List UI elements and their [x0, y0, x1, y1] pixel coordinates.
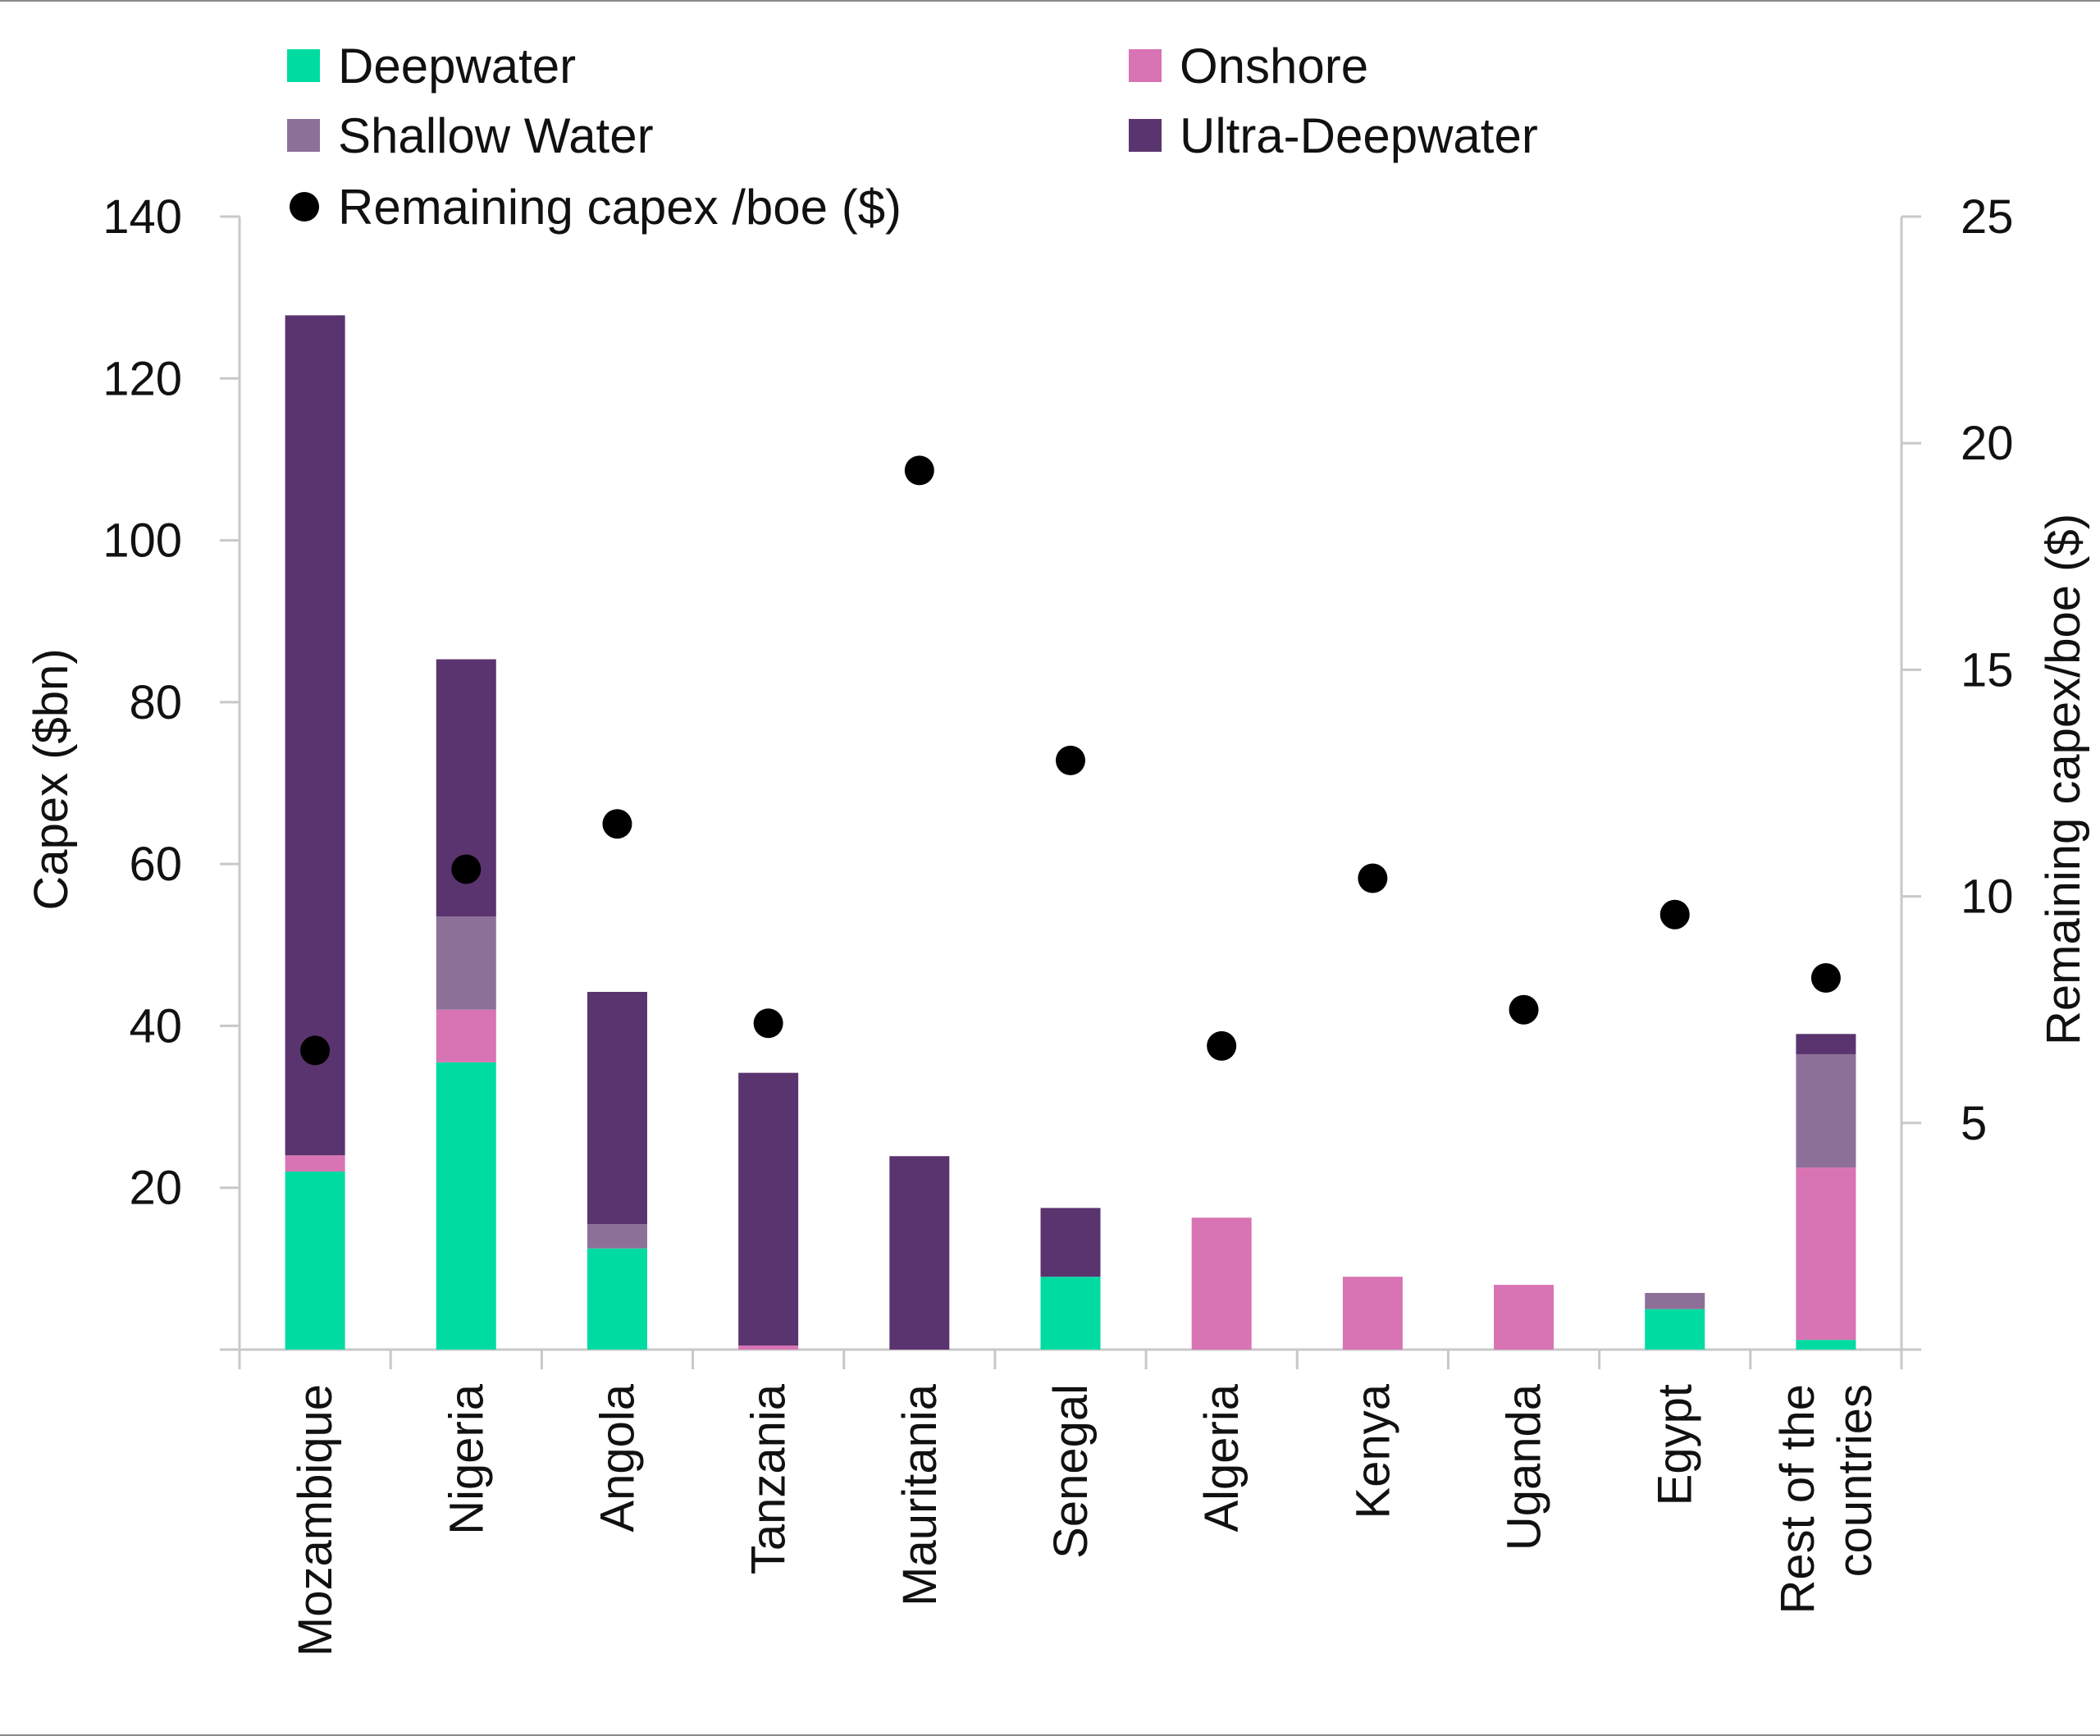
bar-onshore-kenya: [1342, 1277, 1403, 1350]
y-axis-title: Capex ($bn): [25, 648, 78, 910]
bar-ultra-deepwater-mauritania: [889, 1156, 950, 1350]
bar-onshore-mozambique: [285, 1155, 345, 1172]
capex-per-boe-point: [1810, 963, 1841, 994]
legend-dot-remaining-capex: [290, 192, 319, 222]
category-label: Senegal: [1044, 1384, 1098, 1559]
y2-tick-label: 15: [1961, 643, 2014, 697]
capex-per-boe-point: [300, 1035, 331, 1066]
y2-tick-label: 20: [1961, 417, 2014, 470]
capex-per-boe-point: [904, 455, 934, 486]
capex-per-boe-point: [1358, 863, 1388, 893]
category-label: Kenya: [1346, 1383, 1399, 1519]
category-label: Uganda: [1498, 1383, 1551, 1551]
category-label: Algeria: [1195, 1383, 1249, 1532]
y2-tick-label: 10: [1961, 870, 2014, 924]
bar-ultra-deepwater-rest-of-the-countries: [1796, 1034, 1856, 1054]
y-tick-label: 20: [129, 1162, 182, 1215]
bar-onshore-tanzania: [738, 1345, 799, 1350]
legend-label: Shallow Water: [338, 108, 654, 163]
bar-deepwater-angola: [587, 1248, 647, 1350]
bar-shallow-water-egypt: [1645, 1292, 1705, 1309]
category-label: Rest of the: [1771, 1384, 1824, 1614]
labels-layer: 20 40 60 80 100 120 140 5 10 15 20 25 Capex ($bn) Rem…: [25, 190, 2090, 1656]
y-tick-label: 120: [103, 352, 182, 405]
legend-swatch-ultra-deepwater: [1129, 119, 1162, 152]
y-tick-label: 140: [103, 190, 182, 244]
category-label: countries: [1828, 1384, 1882, 1577]
y2-axis-title: Remaining capex/boe ($): [2037, 514, 2090, 1045]
capex-per-boe-point: [1509, 994, 1539, 1025]
legend-swatch-shallow-water: [287, 119, 320, 152]
bars-layer: [285, 315, 1856, 1350]
category-label: Tanzania: [742, 1383, 796, 1574]
bar-deepwater-egypt: [1645, 1309, 1705, 1350]
category-label: Mauritania: [893, 1383, 947, 1606]
legend-label: Onshore: [1180, 39, 1368, 94]
points-layer: [300, 455, 1841, 1066]
category-label: Angola: [591, 1383, 644, 1532]
legend-swatch-deepwater: [287, 49, 320, 82]
bar-shallow-water-nigeria: [436, 916, 496, 1010]
y2-tick-label: 5: [1961, 1097, 1987, 1150]
legend-swatch-onshore: [1129, 49, 1162, 82]
bar-deepwater-mozambique: [285, 1171, 345, 1350]
capex-per-boe-point: [1056, 745, 1085, 775]
bar-ultra-deepwater-tanzania: [738, 1072, 799, 1346]
y-tick-label: 40: [129, 999, 182, 1053]
bar-onshore-rest-of-the-countries: [1796, 1167, 1856, 1341]
capex-per-boe-point: [1207, 1030, 1237, 1061]
y-tick-label: 60: [129, 838, 182, 891]
legend-label: Ultra-Deepwater: [1180, 108, 1538, 163]
capex-per-boe-point: [753, 1008, 783, 1039]
legend-label: Remaining capex /boe ($): [338, 180, 902, 235]
bar-onshore-nigeria: [436, 1009, 496, 1062]
bar-onshore-uganda: [1494, 1285, 1554, 1350]
bar-deepwater-nigeria: [436, 1062, 496, 1350]
bar-onshore-algeria: [1191, 1217, 1252, 1350]
bar-shallow-water-rest-of-the-countries: [1796, 1053, 1856, 1168]
legend-label: Deepwater: [338, 39, 576, 94]
capex-per-boe-point: [1659, 899, 1690, 930]
bar-deepwater-senegal: [1040, 1277, 1101, 1350]
bar-ultra-deepwater-angola: [587, 991, 647, 1225]
bar-ultra-deepwater-mozambique: [285, 315, 345, 1156]
category-label: Egypt: [1649, 1384, 1702, 1505]
y2-tick-label: 25: [1961, 190, 2014, 244]
legend: Deepwater Onshore Shallow Water Ultra-Deepw…: [287, 39, 1538, 235]
bar-deepwater-rest-of-the-countries: [1796, 1340, 1856, 1350]
capex-per-boe-point: [451, 854, 482, 884]
bar-shallow-water-angola: [587, 1224, 647, 1249]
y-tick-label: 100: [103, 514, 182, 568]
y-tick-label: 80: [129, 676, 182, 729]
category-label: Nigeria: [440, 1383, 493, 1534]
category-label: Mozambique: [289, 1384, 342, 1656]
capex-per-boe-point: [602, 809, 632, 839]
bar-ultra-deepwater-senegal: [1040, 1208, 1101, 1277]
